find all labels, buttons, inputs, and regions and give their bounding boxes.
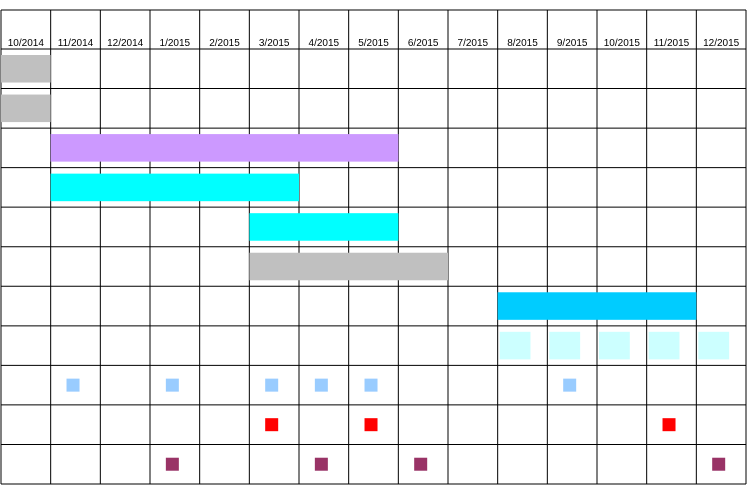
recurring-block (599, 331, 630, 360)
month-label: 5/2015 (358, 38, 389, 49)
month-label: 1/2015 (160, 38, 191, 49)
milestone-marker (265, 378, 279, 392)
month-label: 10/2014 (8, 38, 45, 49)
grid (0, 9, 747, 485)
milestone-marker (66, 378, 80, 392)
milestone-markers (66, 378, 726, 471)
milestone-marker (265, 418, 279, 432)
milestone-marker (712, 457, 726, 471)
milestone-marker (314, 457, 328, 471)
recurring-block (549, 331, 581, 360)
month-label: 12/2015 (703, 38, 740, 49)
milestone-marker (414, 457, 428, 471)
task-bar (249, 252, 448, 281)
milestone-marker (165, 457, 179, 471)
month-label: 9/2015 (557, 38, 588, 49)
month-label: 2/2015 (209, 38, 240, 49)
recurring-blocks (499, 331, 730, 360)
month-label: 7/2015 (458, 38, 489, 49)
task-bars (1, 55, 697, 320)
month-label: 6/2015 (408, 38, 439, 49)
month-label: 12/2014 (107, 38, 144, 49)
task-bar (1, 55, 51, 83)
month-label: 4/2015 (309, 38, 340, 49)
milestone-marker (165, 378, 179, 392)
milestone-marker (364, 378, 378, 392)
month-label: 11/2015 (654, 38, 690, 49)
recurring-block (648, 331, 680, 360)
month-label: 10/2015 (604, 38, 641, 49)
task-bar (1, 94, 51, 123)
milestone-marker (364, 418, 378, 432)
month-label: 11/2014 (58, 38, 94, 49)
recurring-block (698, 331, 730, 360)
task-bar (249, 213, 399, 241)
month-label: 8/2015 (507, 38, 538, 49)
task-bar (50, 173, 299, 202)
recurring-block (499, 331, 531, 360)
milestone-marker (662, 418, 676, 432)
month-header: 10/2014 11/2014 12/2014 1/2015 2/2015 3/2015 4… (8, 38, 740, 49)
task-bar (50, 134, 399, 162)
milestone-marker (314, 378, 328, 392)
milestone-marker (563, 378, 577, 392)
month-label: 3/2015 (259, 38, 290, 49)
task-bar (497, 292, 697, 320)
